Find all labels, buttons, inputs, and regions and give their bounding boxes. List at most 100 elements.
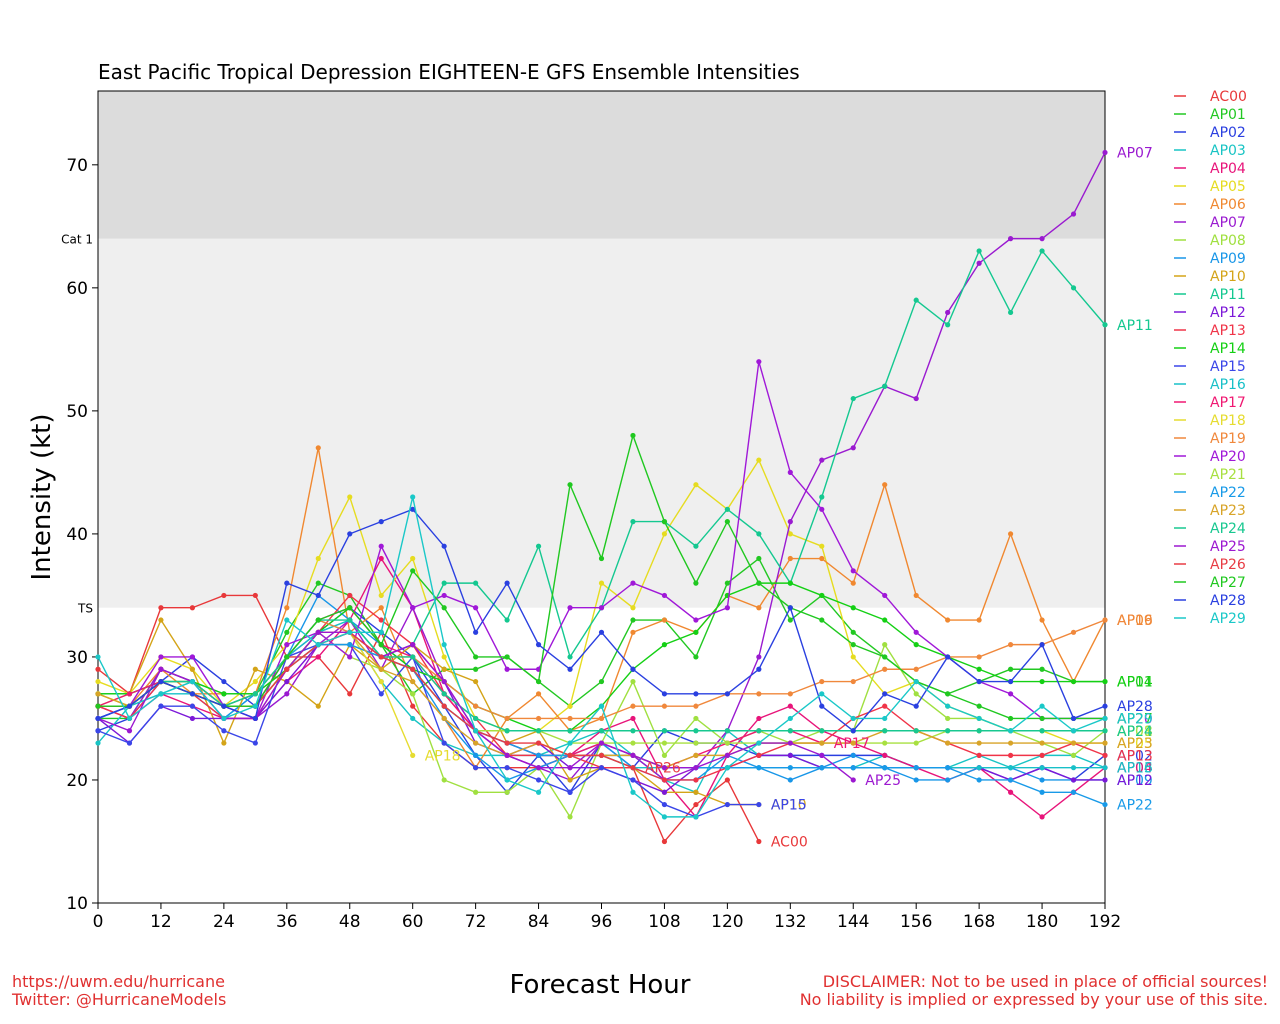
data-point xyxy=(598,728,605,734)
data-point xyxy=(882,691,888,697)
data-point xyxy=(1007,740,1014,746)
data-point xyxy=(1102,322,1108,328)
data-point xyxy=(95,740,101,746)
data-point xyxy=(976,678,982,685)
legend-item: AP29 xyxy=(1174,611,1246,627)
data-point xyxy=(819,506,825,512)
end-label: AP09 xyxy=(1117,773,1153,789)
data-point xyxy=(567,765,573,771)
data-point xyxy=(473,629,479,635)
data-point xyxy=(693,789,699,795)
data-point xyxy=(347,531,353,537)
data-point xyxy=(819,740,825,746)
legend-item: AP04 xyxy=(1174,161,1246,177)
data-point xyxy=(158,691,164,697)
data-point xyxy=(441,580,447,586)
y-tick-label: 50 xyxy=(66,402,88,422)
legend-item: AP18 xyxy=(1174,413,1246,429)
data-point xyxy=(693,715,699,722)
end-label: AP07 xyxy=(1117,146,1153,162)
legend-item: AP19 xyxy=(1174,431,1246,447)
data-point xyxy=(441,678,447,685)
data-point xyxy=(661,777,668,783)
data-point xyxy=(630,752,636,758)
data-point xyxy=(630,765,636,771)
data-point xyxy=(661,642,668,648)
data-point xyxy=(882,642,888,648)
legend-label: AP09 xyxy=(1210,251,1246,267)
data-point xyxy=(661,531,668,537)
data-point xyxy=(598,752,605,758)
axes: 0 12 24 36 48 60 72 84 96 108 120 132 144 156 168 180 19… xyxy=(61,90,1121,932)
data-point xyxy=(1070,285,1077,291)
data-point xyxy=(850,654,856,660)
data-point xyxy=(473,765,479,771)
data-point xyxy=(724,506,730,512)
end-label: AP16 xyxy=(1117,761,1153,777)
legend-label: AP05 xyxy=(1210,179,1246,195)
legend-item: AP08 xyxy=(1174,233,1246,249)
data-point xyxy=(945,728,951,734)
data-point xyxy=(378,629,384,635)
legend-label: AP03 xyxy=(1210,143,1246,159)
data-point xyxy=(598,740,605,746)
data-point xyxy=(410,715,416,722)
data-point xyxy=(1007,728,1014,734)
end-label: AP26 xyxy=(645,761,681,777)
end-label: AP18 xyxy=(425,748,461,764)
data-point xyxy=(630,432,636,439)
legend-label: AP21 xyxy=(1210,467,1246,483)
data-point xyxy=(630,728,636,734)
data-point xyxy=(819,543,825,549)
data-point xyxy=(284,678,290,685)
data-point xyxy=(252,703,258,709)
data-point xyxy=(347,642,353,648)
data-point xyxy=(1102,617,1108,623)
end-label: AP11 xyxy=(1117,318,1153,334)
data-point xyxy=(441,715,447,722)
data-point xyxy=(819,592,825,599)
data-point xyxy=(756,666,762,672)
data-point xyxy=(1007,752,1014,758)
footer-url[interactable]: https://uwm.edu/hurricane xyxy=(12,972,225,991)
x-tick-label: 132 xyxy=(774,912,806,932)
data-point xyxy=(473,703,479,709)
data-point xyxy=(535,728,542,734)
data-point xyxy=(189,605,196,611)
legend-label: AP11 xyxy=(1210,287,1246,303)
legend-item: AP27 xyxy=(1174,575,1246,591)
data-point xyxy=(850,715,856,722)
data-point xyxy=(410,494,416,500)
data-point xyxy=(913,765,919,771)
data-point xyxy=(724,691,730,697)
data-point xyxy=(441,642,447,648)
data-point xyxy=(850,395,856,402)
legend-label: AP23 xyxy=(1210,503,1246,519)
data-point xyxy=(756,580,762,586)
data-point xyxy=(1070,777,1077,783)
data-point xyxy=(661,617,668,623)
data-point xyxy=(882,617,888,623)
y-tick-label: 70 xyxy=(66,156,88,176)
data-point xyxy=(1039,789,1045,795)
data-point xyxy=(378,555,384,562)
data-point xyxy=(693,691,699,697)
data-point xyxy=(441,592,447,599)
data-point xyxy=(882,592,888,599)
y-axis-label: Intensity (kt) xyxy=(27,414,57,581)
data-point xyxy=(284,605,290,611)
series-AP29 xyxy=(95,494,1108,820)
data-point xyxy=(284,617,290,623)
legend-item: AP24 xyxy=(1174,521,1246,537)
x-tick-label: 48 xyxy=(339,912,361,932)
data-point xyxy=(1070,752,1077,758)
data-point xyxy=(315,580,321,586)
y-tick-label: 60 xyxy=(66,279,88,299)
data-point xyxy=(787,728,793,734)
data-point xyxy=(850,740,856,746)
data-point xyxy=(441,777,447,783)
data-point xyxy=(976,260,982,266)
data-point xyxy=(1039,678,1045,685)
legend-label: AP22 xyxy=(1210,485,1246,501)
